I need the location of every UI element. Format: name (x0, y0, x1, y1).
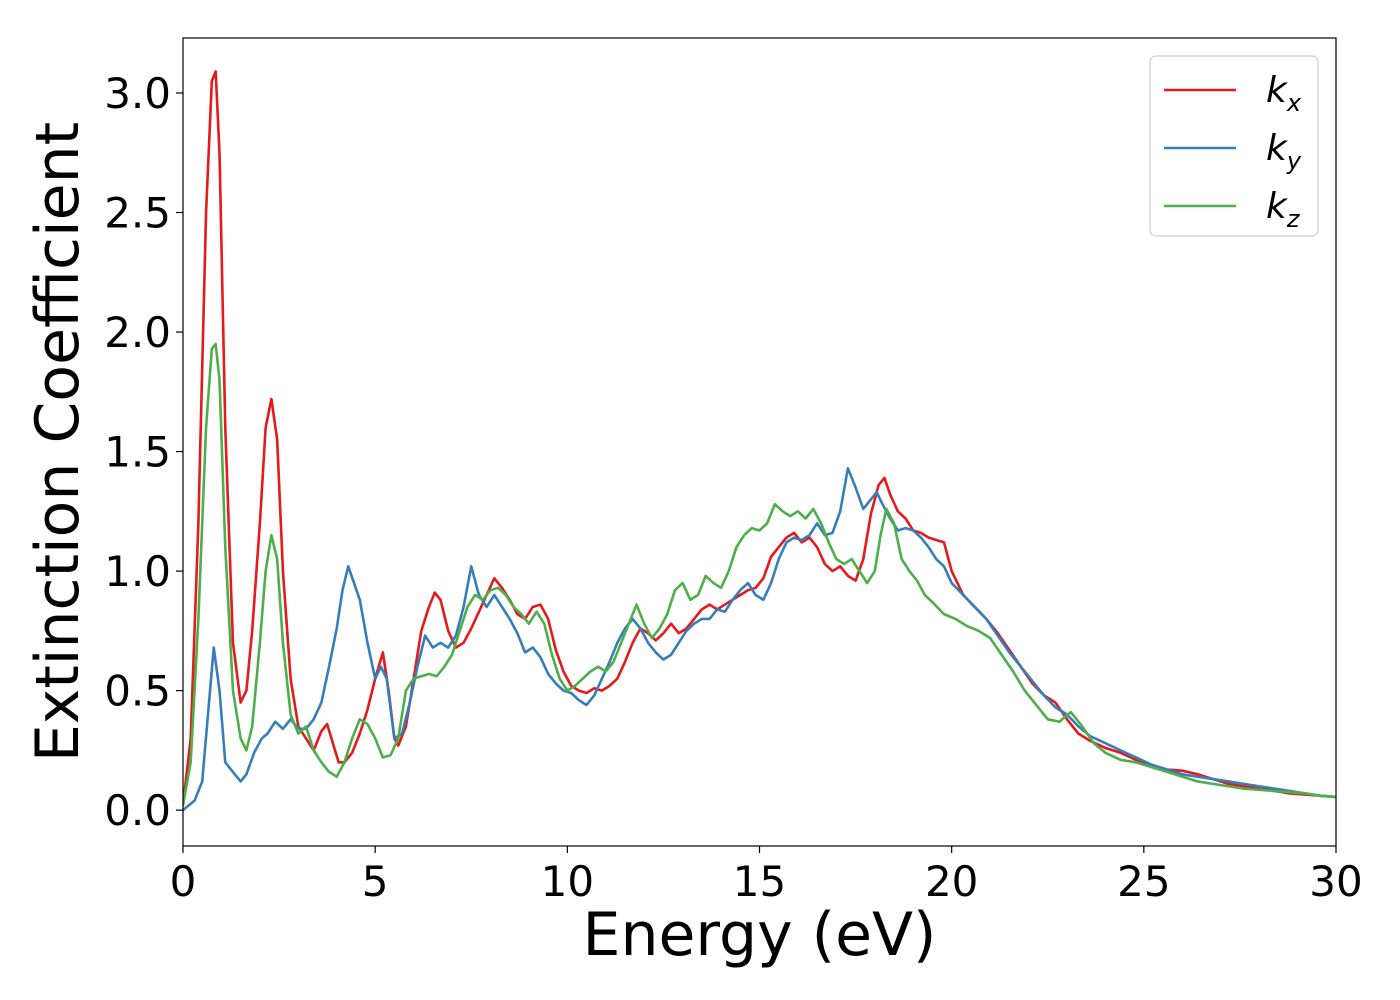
x-tick-label: 30 (1309, 857, 1362, 906)
y-axis: 0.0 0.5 1.0 1.5 2.0 2.5 3.0 (104, 69, 183, 835)
legend-label-subscript: z (1286, 205, 1301, 233)
y-tick-label: 2.5 (104, 189, 171, 238)
x-tick-label: 5 (362, 857, 389, 906)
legend-label-base: k (1266, 186, 1289, 227)
x-tick-label: 15 (733, 857, 786, 906)
series-layer (183, 70, 1336, 812)
x-axis: 0 5 10 15 20 25 30 (170, 846, 1363, 906)
y-tick-label: 0.0 (104, 786, 171, 835)
y-tick-label: 3.0 (104, 69, 171, 118)
legend-label-subscript: x (1286, 89, 1302, 117)
legend-label: kz (1266, 186, 1301, 233)
legend-item-ky: ky (1164, 128, 1302, 175)
y-tick-label: 0.5 (104, 667, 171, 716)
x-tick-label: 20 (925, 857, 978, 906)
x-tick-label: 10 (541, 857, 594, 906)
legend-item-kx: kx (1164, 70, 1302, 117)
legend-label-base: k (1266, 70, 1289, 111)
legend-label-subscript: y (1286, 147, 1302, 175)
x-axis-label: Energy (eV) (583, 900, 937, 970)
legend-label: kx (1266, 70, 1302, 117)
series-line-ky (183, 466, 1336, 812)
y-tick-label: 2.0 (104, 308, 171, 357)
x-tick-label: 0 (170, 857, 197, 906)
y-tick-label: 1.5 (104, 428, 171, 477)
legend-label-base: k (1266, 128, 1289, 169)
series-line-kz (183, 342, 1336, 807)
legend-box (1149, 55, 1319, 237)
y-tick-label: 1.0 (104, 547, 171, 596)
y-axis-label: Extinction Coefficient (23, 122, 93, 762)
x-tick-label: 25 (1117, 857, 1170, 906)
legend-label: ky (1266, 128, 1302, 175)
legend-item-kz: kz (1164, 186, 1301, 233)
